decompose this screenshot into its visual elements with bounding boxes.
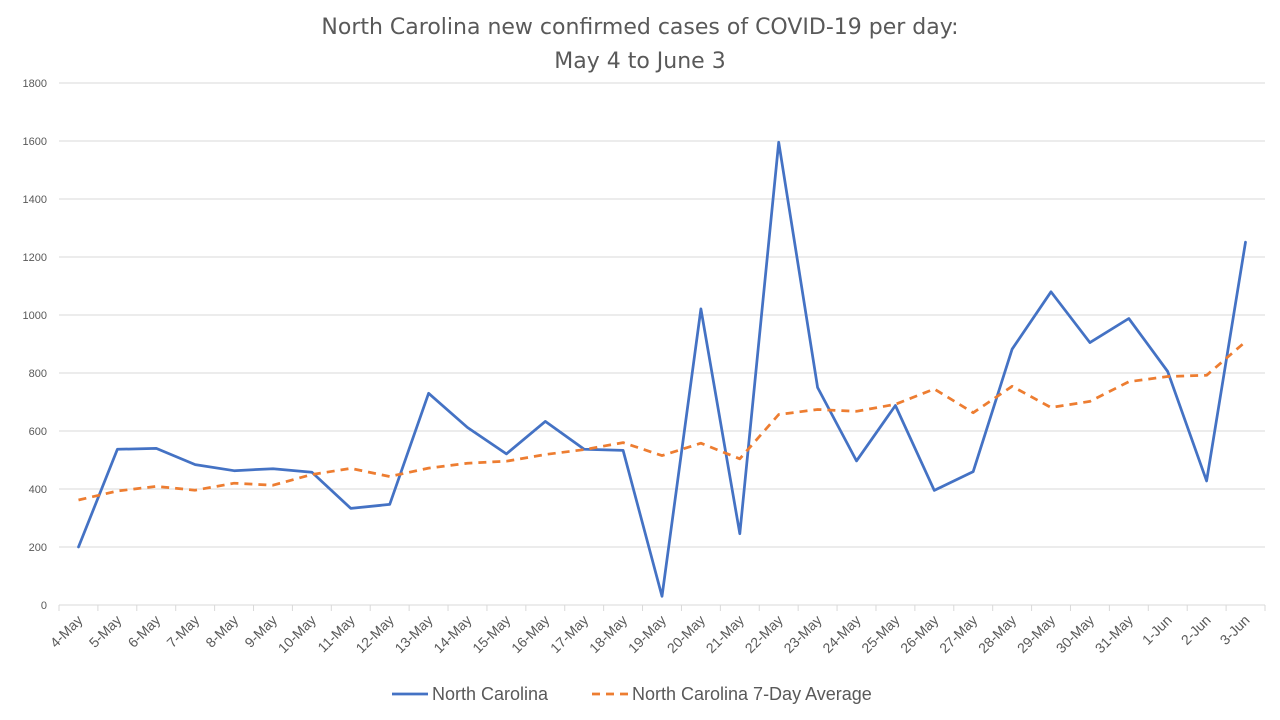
y-tick-label: 1600 [23, 136, 47, 148]
x-tick-label: 20-May [664, 612, 708, 656]
x-tick-label: 30-May [1053, 612, 1097, 656]
y-axis-ticks: 0 200 400 600 800 1000 1200 1400 1600 1800 [23, 78, 47, 612]
x-tick-label: 16-May [508, 612, 552, 656]
series-line-0 [77, 140, 1247, 598]
x-tick-label: 28-May [975, 612, 1019, 656]
x-tick-label: 24-May [819, 612, 863, 656]
x-tick-label: 17-May [547, 612, 591, 656]
y-tick-label: 600 [29, 426, 47, 438]
x-tick-label: 1-Jun [1139, 612, 1175, 648]
x-tick-label: 25-May [858, 612, 902, 656]
x-tick-label: 22-May [742, 612, 786, 656]
x-tick-label: 27-May [936, 612, 980, 656]
chart-title-line-2: May 4 to June 3 [554, 49, 725, 74]
legend-label-1: North Carolina 7-Day Average [632, 684, 872, 704]
y-tick-label: 200 [29, 542, 47, 554]
x-tick-label: 7-May [163, 612, 202, 651]
x-tick-label: 19-May [625, 612, 669, 656]
x-tick-label: 26-May [897, 612, 941, 656]
y-tick-label: 0 [41, 600, 47, 612]
y-tick-label: 800 [29, 368, 47, 380]
x-tick-label: 14-May [430, 612, 474, 656]
x-tick-label: 8-May [202, 612, 241, 651]
x-tick-label: 10-May [275, 612, 319, 656]
x-tick-label: 31-May [1092, 612, 1136, 656]
series-line-1 [78, 340, 1247, 502]
x-tick-label: 6-May [125, 612, 164, 651]
x-tick-label: 3-Jun [1217, 612, 1253, 648]
x-tick-label: 13-May [391, 612, 435, 656]
x-tick-label: 2-Jun [1178, 612, 1214, 648]
y-tick-label: 1200 [23, 252, 47, 264]
x-tick-label: 5-May [86, 612, 125, 651]
gridlines [59, 82, 1265, 548]
chart-title-line-1: North Carolina new confirmed cases of CO… [321, 15, 958, 40]
y-tick-label: 1400 [23, 194, 47, 206]
x-tick-label: 11-May [314, 612, 358, 656]
x-tick-label: 4-May [47, 612, 86, 651]
x-tick-label: 29-May [1014, 612, 1058, 656]
y-tick-label: 1000 [23, 310, 47, 322]
x-axis: 4-May 5-May 6-May 7-May 8-May 9-May10-May11-M… [47, 604, 1266, 656]
series-lines [77, 140, 1247, 598]
y-tick-label: 400 [29, 484, 47, 496]
y-tick-label: 1800 [23, 78, 47, 90]
x-tick-label: 15-May [469, 612, 513, 656]
x-tick-label: 23-May [780, 612, 824, 656]
x-tick-label: 12-May [352, 612, 396, 656]
legend-label-0: North Carolina [432, 684, 549, 704]
legend: North Carolina North Carolina 7-Day Avera… [392, 684, 872, 704]
x-tick-label: 21-May [703, 612, 747, 656]
x-tick-label: 18-May [586, 612, 630, 656]
